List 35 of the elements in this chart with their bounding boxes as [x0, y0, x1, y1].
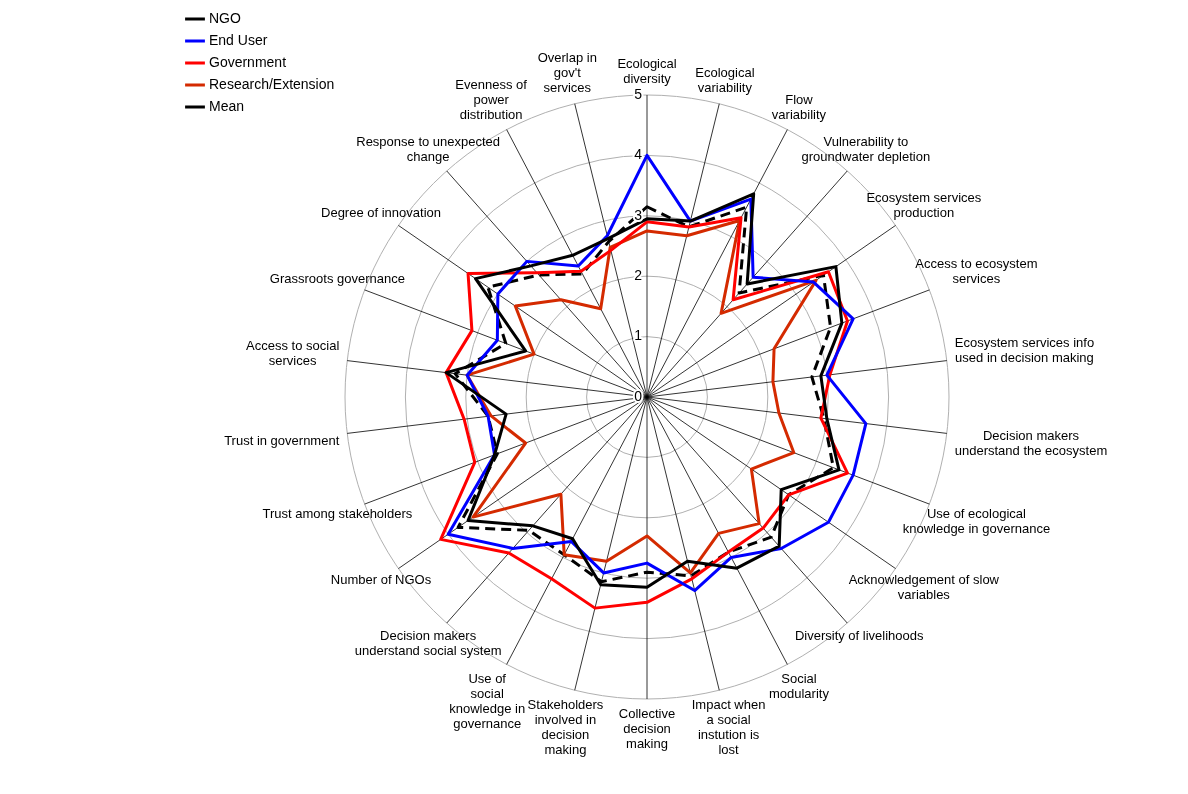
spoke-label: Grassroots governance: [269, 271, 405, 287]
spoke-label: Use of social knowledge in governance: [449, 670, 526, 731]
spoke-label: Ecological variability: [695, 65, 755, 96]
spoke-label: Acknowledgement of slow variables: [848, 572, 1000, 603]
spoke-label: Response to unexpected change: [356, 134, 501, 165]
y-tick-label: 1: [634, 327, 643, 344]
spoke-label: Social modularity: [768, 670, 830, 701]
spoke-label: Vulnerability to groundwater depletion: [801, 134, 931, 165]
spoke-label: Collective decision making: [618, 706, 676, 752]
legend-label: NGO: [209, 9, 241, 26]
spoke-label: Ecosystem services info used in decision making: [954, 335, 1095, 366]
y-tick-label: 5: [634, 85, 643, 102]
legend-label: Mean: [209, 97, 245, 114]
spoke-label: Impact when a social instution is lost: [691, 697, 766, 758]
spoke-label: Evenness of power distribution: [455, 76, 528, 122]
spoke-label: Decision makers understand social system: [354, 628, 502, 659]
spoke-label: Number of NGOs: [330, 572, 432, 588]
spoke-label: Ecosystem services production: [866, 189, 982, 220]
spoke-label: Diversity of livelihoods: [794, 628, 925, 644]
spoke-label: Trust among stakeholders: [262, 506, 413, 522]
spoke-label: Decision makers understand the ecosystem: [954, 427, 1108, 458]
spoke-label: Access to social services: [246, 338, 340, 369]
spoke-label: Overlap in gov't services: [537, 50, 597, 96]
spoke-label: Trust in government: [224, 432, 340, 448]
spoke-label: Degree of innovation: [321, 204, 441, 220]
spoke-label: Use of ecological knowledge in governance: [902, 506, 1051, 537]
spoke-label: Flow variability: [771, 91, 827, 122]
legend-label: Government: [209, 53, 287, 70]
legend-label: Research/Extension: [209, 75, 335, 92]
spoke-label: Ecological diversity: [617, 56, 677, 87]
y-tick-label: 4: [634, 146, 643, 163]
spoke-label: Stakeholders involved in decision making: [527, 697, 604, 758]
legend-label: End User: [209, 31, 268, 48]
y-tick-label: 2: [634, 267, 643, 284]
spoke-label: Access to ecosystem services: [915, 256, 1038, 287]
